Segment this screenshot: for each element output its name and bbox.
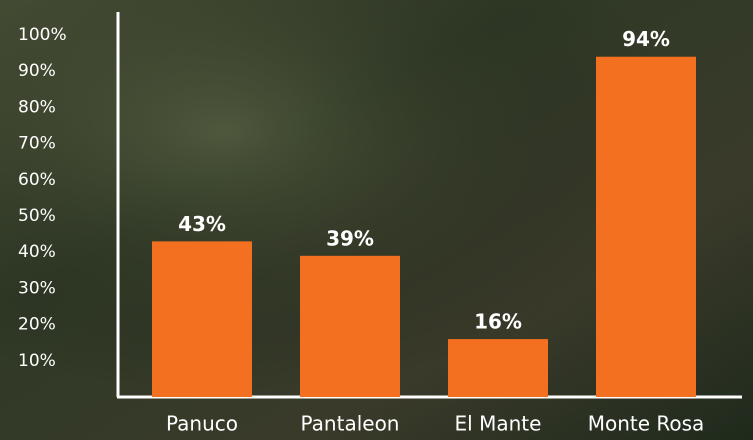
bar <box>300 256 400 397</box>
bar <box>596 57 696 397</box>
value-label: 39% <box>326 226 374 250</box>
bar <box>448 339 548 397</box>
y-tick-label: 90% <box>18 61 56 81</box>
x-tick-label: Monte Rosa <box>588 412 705 436</box>
y-tick-label: 80% <box>18 97 56 117</box>
y-tick-label: 10% <box>18 351 56 371</box>
x-tick-label: Panuco <box>166 412 238 436</box>
y-tick-label: 30% <box>18 278 56 298</box>
value-label: 43% <box>178 212 226 236</box>
chart: 10% 20% 30% 40% 50% 60% 70% 80% 90% 100% Panuco 43%… <box>0 0 753 440</box>
value-label: 94% <box>622 27 670 51</box>
y-tick-label: 50% <box>18 206 56 226</box>
y-tick-label: 100% <box>18 25 67 45</box>
y-tick-label: 70% <box>18 134 56 154</box>
y-tick-label: 20% <box>18 315 56 335</box>
y-tick-label: 60% <box>18 170 56 190</box>
y-tick-label: 40% <box>18 242 56 262</box>
x-tick-label: Pantaleon <box>301 412 400 436</box>
bar <box>152 241 252 397</box>
x-tick-label: El Mante <box>455 412 542 436</box>
value-label: 16% <box>474 310 522 334</box>
